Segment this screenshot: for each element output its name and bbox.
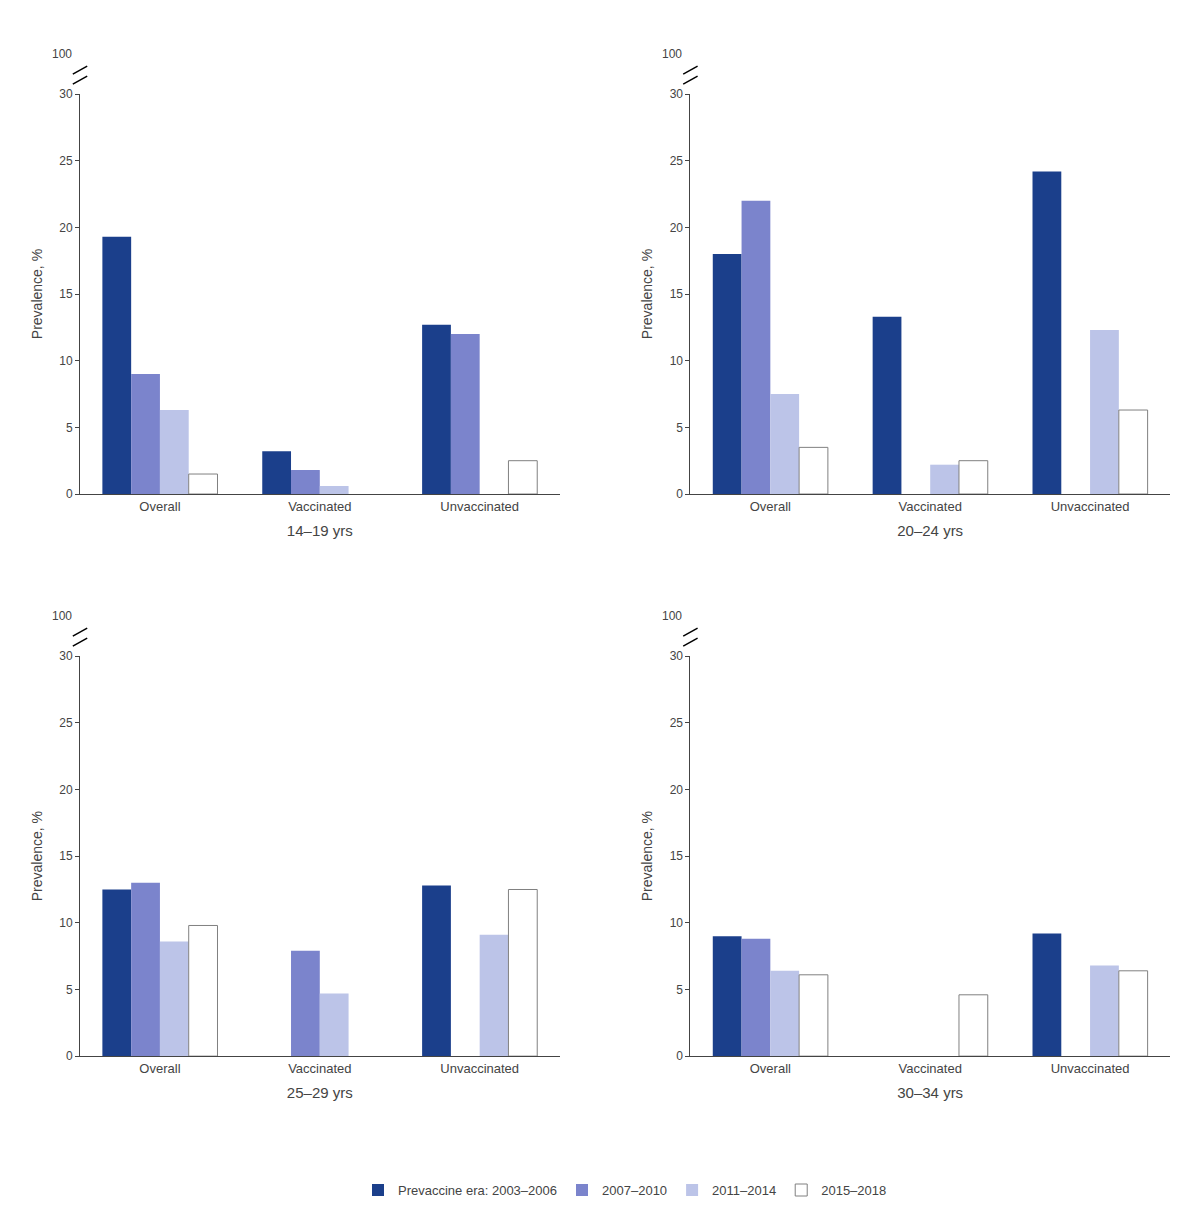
svg-text:5: 5 bbox=[66, 983, 73, 997]
svg-text:Overall: Overall bbox=[750, 499, 791, 514]
svg-text:25: 25 bbox=[670, 154, 684, 168]
svg-text:2015–2018: 2015–2018 bbox=[821, 1183, 886, 1198]
svg-text:30: 30 bbox=[670, 87, 684, 101]
svg-text:20: 20 bbox=[59, 221, 73, 235]
svg-text:25: 25 bbox=[59, 154, 73, 168]
svg-text:Unvaccinated: Unvaccinated bbox=[1051, 499, 1130, 514]
svg-text:Vaccinated: Vaccinated bbox=[899, 499, 962, 514]
svg-text:20: 20 bbox=[59, 783, 73, 797]
svg-text:15: 15 bbox=[670, 849, 684, 863]
svg-text:25: 25 bbox=[59, 716, 73, 730]
svg-text:10: 10 bbox=[59, 916, 73, 930]
svg-text:Vaccinated: Vaccinated bbox=[288, 499, 351, 514]
svg-text:10: 10 bbox=[59, 354, 73, 368]
svg-text:Prevalence, %: Prevalence, % bbox=[639, 249, 655, 339]
svg-text:100: 100 bbox=[662, 609, 682, 623]
svg-text:Vaccinated: Vaccinated bbox=[899, 1061, 962, 1076]
svg-text:20–24 yrs: 20–24 yrs bbox=[897, 522, 963, 539]
svg-text:Vaccinated: Vaccinated bbox=[288, 1061, 351, 1076]
svg-text:5: 5 bbox=[676, 983, 683, 997]
svg-text:30–34 yrs: 30–34 yrs bbox=[897, 1084, 963, 1101]
svg-text:10: 10 bbox=[670, 916, 684, 930]
svg-text:100: 100 bbox=[52, 47, 72, 61]
svg-text:100: 100 bbox=[52, 609, 72, 623]
svg-text:20: 20 bbox=[670, 221, 684, 235]
svg-text:Prevalence, %: Prevalence, % bbox=[639, 811, 655, 901]
svg-text:14–19 yrs: 14–19 yrs bbox=[287, 522, 353, 539]
svg-text:Unvaccinated: Unvaccinated bbox=[1051, 1061, 1130, 1076]
svg-text:25–29 yrs: 25–29 yrs bbox=[287, 1084, 353, 1101]
svg-text:0: 0 bbox=[66, 487, 73, 501]
svg-text:5: 5 bbox=[676, 421, 683, 435]
svg-text:15: 15 bbox=[670, 287, 684, 301]
svg-text:5: 5 bbox=[66, 421, 73, 435]
svg-text:Overall: Overall bbox=[139, 1061, 180, 1076]
svg-text:100: 100 bbox=[662, 47, 682, 61]
svg-text:Prevalence, %: Prevalence, % bbox=[29, 811, 45, 901]
svg-text:2011–2014: 2011–2014 bbox=[712, 1183, 776, 1198]
svg-text:15: 15 bbox=[59, 287, 73, 301]
svg-text:Prevalence, %: Prevalence, % bbox=[29, 249, 45, 339]
svg-text:0: 0 bbox=[676, 1049, 683, 1063]
svg-text:20: 20 bbox=[670, 783, 684, 797]
svg-text:2007–2010: 2007–2010 bbox=[602, 1183, 667, 1198]
svg-text:Overall: Overall bbox=[750, 1061, 791, 1076]
svg-text:Prevaccine era: 2003–2006: Prevaccine era: 2003–2006 bbox=[398, 1183, 557, 1198]
svg-text:Overall: Overall bbox=[139, 499, 180, 514]
svg-text:Unvaccinated: Unvaccinated bbox=[440, 499, 519, 514]
svg-text:15: 15 bbox=[59, 849, 73, 863]
svg-text:25: 25 bbox=[670, 716, 684, 730]
svg-text:Unvaccinated: Unvaccinated bbox=[440, 1061, 519, 1076]
svg-text:30: 30 bbox=[59, 87, 73, 101]
svg-text:30: 30 bbox=[59, 649, 73, 663]
svg-text:30: 30 bbox=[670, 649, 684, 663]
svg-text:10: 10 bbox=[670, 354, 684, 368]
svg-text:0: 0 bbox=[66, 1049, 73, 1063]
svg-text:0: 0 bbox=[676, 487, 683, 501]
